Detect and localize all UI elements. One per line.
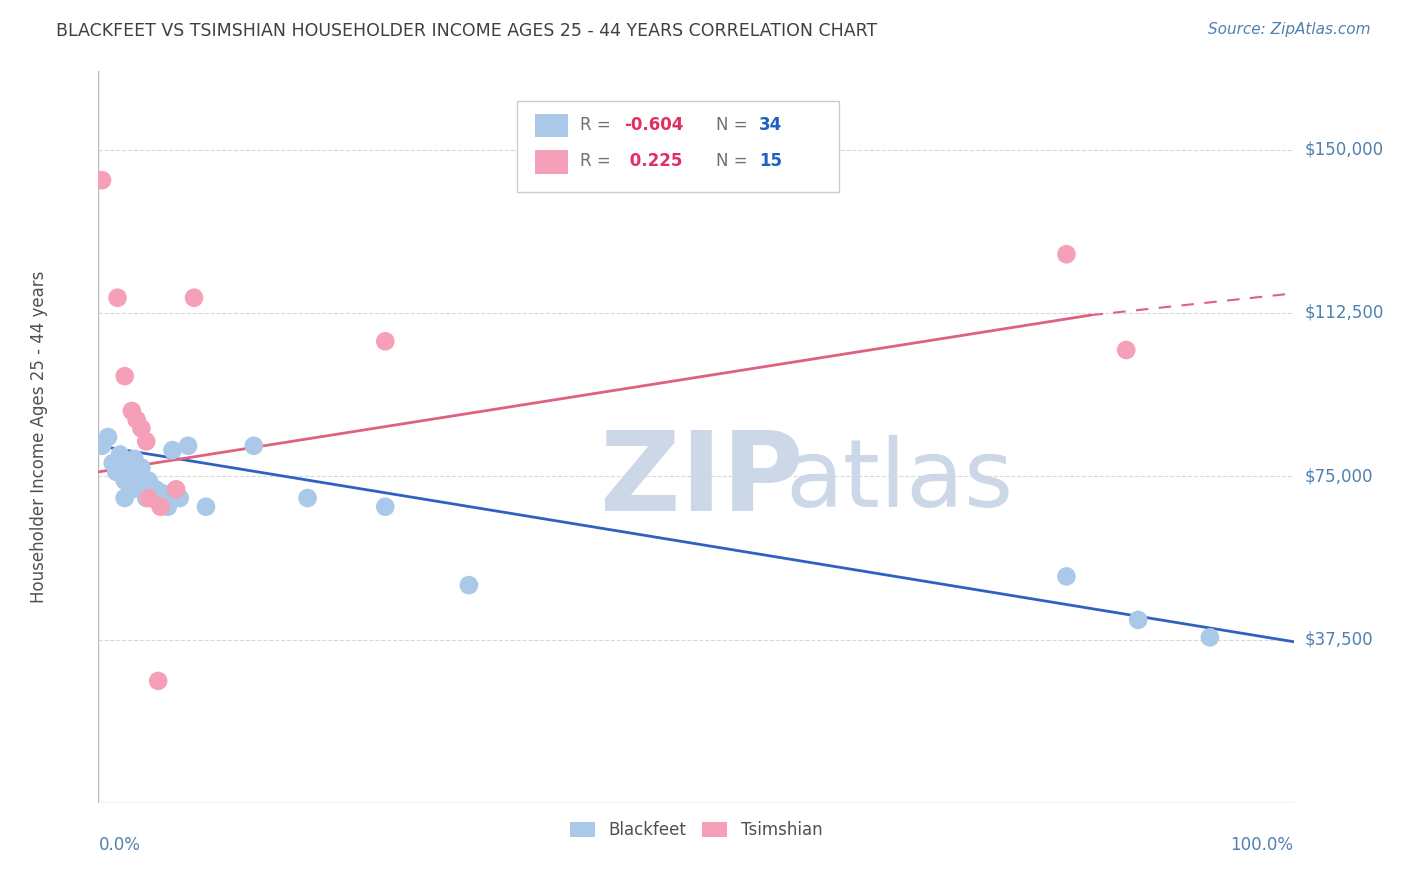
Point [128,465,150,479]
Text: $112,500: $112,500 [1305,304,1384,322]
Text: 0.0%: 0.0% [98,836,141,854]
Point [1199,631,1222,645]
Text: 0.225: 0.225 [624,153,683,170]
Point [91,173,114,187]
Point [114,491,136,505]
Point [111,465,134,479]
Point [138,491,160,505]
Point [183,291,205,305]
Point [1056,569,1078,583]
Point [145,483,167,497]
Point [243,439,266,453]
Text: R =: R = [581,116,616,134]
Point [135,491,157,505]
Point [458,578,481,592]
Point [1128,613,1150,627]
Point [108,448,131,462]
Text: atlas: atlas [786,435,1014,527]
FancyBboxPatch shape [534,114,568,137]
Text: -0.604: -0.604 [624,116,683,134]
Text: 15: 15 [759,153,782,170]
Text: N =: N = [716,116,754,134]
Point [374,500,396,514]
Point [131,460,153,475]
Point [195,500,218,514]
FancyBboxPatch shape [517,101,839,192]
Text: ZIP: ZIP [600,427,804,534]
Point [138,474,160,488]
Point [149,500,172,514]
Point [1056,247,1078,261]
Point [124,451,146,466]
Text: R =: R = [581,153,616,170]
Point [297,491,319,505]
Text: 100.0%: 100.0% [1230,836,1294,854]
Point [101,456,124,470]
Text: $75,000: $75,000 [1305,467,1374,485]
Point [135,434,157,449]
Point [1115,343,1137,357]
Text: BLACKFEET VS TSIMSHIAN HOUSEHOLDER INCOME AGES 25 - 44 YEARS CORRELATION CHART: BLACKFEET VS TSIMSHIAN HOUSEHOLDER INCOM… [56,22,877,40]
Point [91,439,114,453]
Point [141,491,163,505]
Point [125,474,148,488]
Point [165,483,187,497]
Legend: Blackfeet, Tsimshian: Blackfeet, Tsimshian [562,814,830,846]
Point [131,421,153,435]
Text: Source: ZipAtlas.com: Source: ZipAtlas.com [1208,22,1371,37]
Point [107,291,129,305]
Text: N =: N = [716,153,754,170]
Point [177,439,200,453]
Point [117,474,139,488]
Point [374,334,396,349]
Point [156,500,179,514]
Point [148,673,170,688]
Point [162,443,184,458]
FancyBboxPatch shape [534,151,568,174]
Text: Householder Income Ages 25 - 44 years: Householder Income Ages 25 - 44 years [30,271,48,603]
Text: 34: 34 [759,116,783,134]
Point [121,483,143,497]
Point [105,465,128,479]
Point [97,430,120,444]
Point [114,474,136,488]
Point [117,456,139,470]
Point [132,483,155,497]
Text: $150,000: $150,000 [1305,141,1384,159]
Point [121,404,143,418]
Point [153,486,176,500]
Point [149,495,172,509]
Point [125,412,148,426]
Point [169,491,191,505]
Text: $37,500: $37,500 [1305,631,1374,648]
Point [114,369,136,384]
